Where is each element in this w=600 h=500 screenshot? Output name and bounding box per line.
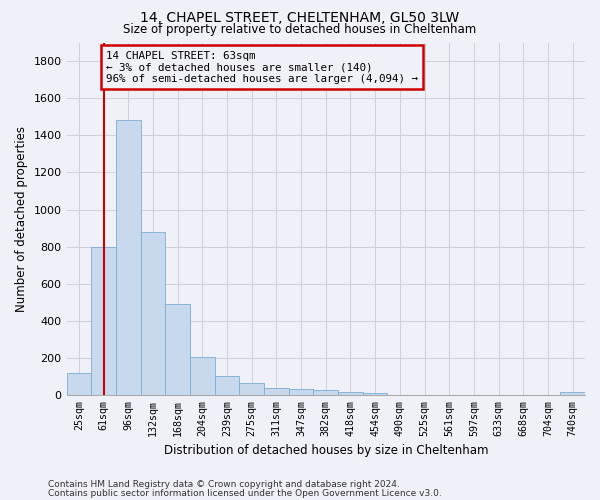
Bar xyxy=(338,392,363,396)
Bar xyxy=(116,120,140,396)
Bar xyxy=(140,232,165,396)
Y-axis label: Number of detached properties: Number of detached properties xyxy=(15,126,28,312)
Bar xyxy=(67,373,91,396)
Bar xyxy=(190,357,215,396)
X-axis label: Distribution of detached houses by size in Cheltenham: Distribution of detached houses by size … xyxy=(164,444,488,458)
Text: Size of property relative to detached houses in Cheltenham: Size of property relative to detached ho… xyxy=(124,22,476,36)
Text: Contains public sector information licensed under the Open Government Licence v3: Contains public sector information licen… xyxy=(48,489,442,498)
Bar xyxy=(91,247,116,396)
Bar xyxy=(239,383,264,396)
Bar xyxy=(560,392,585,396)
Bar xyxy=(363,392,388,396)
Bar xyxy=(313,390,338,396)
Bar xyxy=(215,376,239,396)
Bar xyxy=(289,389,313,396)
Text: Contains HM Land Registry data © Crown copyright and database right 2024.: Contains HM Land Registry data © Crown c… xyxy=(48,480,400,489)
Text: 14 CHAPEL STREET: 63sqm
← 3% of detached houses are smaller (140)
96% of semi-de: 14 CHAPEL STREET: 63sqm ← 3% of detached… xyxy=(106,51,418,84)
Bar xyxy=(165,304,190,396)
Bar xyxy=(264,388,289,396)
Text: 14, CHAPEL STREET, CHELTENHAM, GL50 3LW: 14, CHAPEL STREET, CHELTENHAM, GL50 3LW xyxy=(140,11,460,25)
